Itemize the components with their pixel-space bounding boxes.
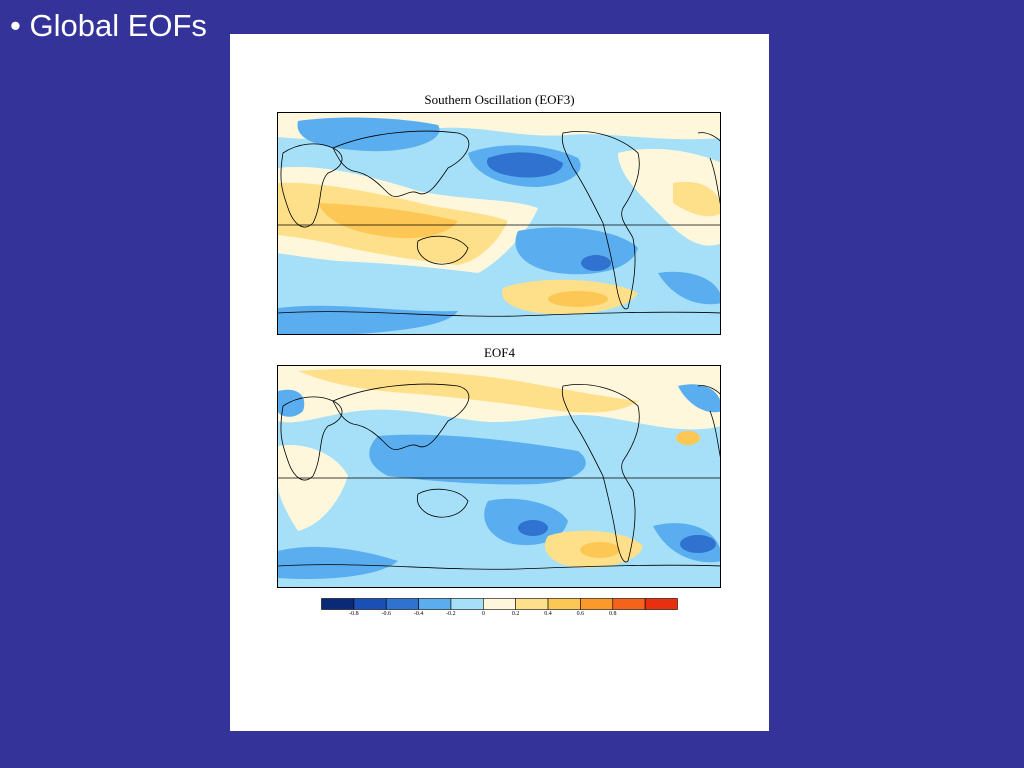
eof3-epacific-neutral (618, 148, 720, 246)
slide-title: • Global EOFs (10, 8, 207, 43)
eof3-npacific-strong (487, 152, 563, 178)
colorbar-swatch-1 (353, 598, 387, 610)
colorbar-tick-label: 0 (481, 611, 485, 617)
eof4-atlantic-north-negative (278, 389, 305, 417)
eof4-southwest-negative (278, 546, 398, 580)
colorbar-swatch-0 (321, 598, 355, 610)
colorbar-tick-label: 0.4 (544, 611, 552, 617)
colorbar: -0.8 -0.6 -0.4 -0.2 0 0.2 0.4 0.6 0.8 (321, 597, 678, 617)
eof3-southern-strong (548, 291, 608, 307)
map-title-eof4: EOF4 (483, 345, 516, 360)
colorbar-tick-label: -0.8 (349, 611, 359, 617)
eof4-southern-strong (580, 542, 620, 558)
colorbar-swatches (321, 598, 678, 610)
eof3-indopacific-strong (318, 203, 458, 239)
eof4-southeast-strong (680, 535, 716, 553)
eof4-west-neutral (278, 445, 348, 531)
eof3-southern-ocean-negative (278, 305, 458, 334)
eof4-north-positive (298, 369, 638, 413)
eof3-eurasia-negative (297, 117, 440, 152)
eof3-epacific-positive (673, 181, 720, 217)
colorbar-swatch-5 (483, 598, 516, 610)
colorbar-swatch-8 (580, 598, 614, 610)
colorbar-swatch-6 (515, 598, 549, 610)
colorbar-swatch-10 (644, 598, 678, 610)
colorbar-swatch-4 (450, 598, 484, 610)
colorbar-tick-label: -0.6 (381, 611, 391, 617)
colorbar-tick-label: 0.6 (576, 611, 585, 617)
eof4-spacific-strong (518, 520, 548, 536)
eof3-map (277, 112, 721, 335)
eof4-map-svg (278, 366, 720, 587)
eof4-northeast-negative (678, 384, 720, 413)
colorbar-tick-label: -0.2 (446, 611, 456, 617)
colorbar-swatch-9 (612, 598, 646, 610)
colorbar-tick-label: 0.2 (511, 611, 520, 617)
colorbar-swatch-7 (547, 598, 581, 610)
colorbar-swatch-3 (418, 598, 452, 610)
colorbar-swatch-2 (385, 598, 419, 610)
figure-panel: Southern Oscillation (EOF3) (230, 34, 769, 731)
eof3-map-svg (278, 113, 720, 334)
colorbar-tick-label: 0.8 (609, 611, 617, 617)
eof3-coastlines (278, 130, 720, 317)
eof3-spacific-strong (581, 255, 611, 271)
eof4-east-positive (676, 431, 700, 445)
eof4-coastlines (278, 383, 720, 570)
eof4-map (277, 365, 721, 588)
eof3-atlantic-negative (658, 271, 720, 305)
colorbar-tick-label: -0.4 (413, 611, 424, 617)
map-title-eof3: Southern Oscillation (EOF3) (424, 92, 575, 107)
